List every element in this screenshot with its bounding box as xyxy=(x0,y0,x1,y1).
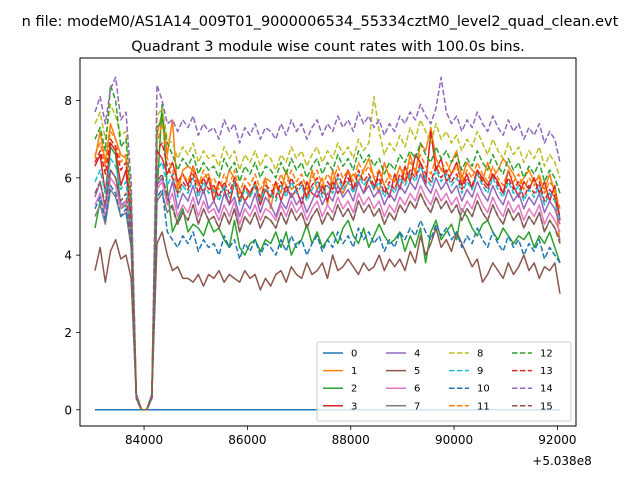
chart-title: Quadrant 3 module wise count rates with … xyxy=(131,39,525,55)
legend-label-11: 11 xyxy=(477,401,490,412)
legend-label-5: 5 xyxy=(414,366,420,377)
series-layer xyxy=(94,76,561,411)
series-line-15 xyxy=(94,169,561,411)
legend-label-10: 10 xyxy=(477,384,490,395)
series-line-14 xyxy=(94,76,561,411)
series-line-5 xyxy=(94,227,561,411)
series-line-8 xyxy=(94,95,561,411)
series-line-13 xyxy=(94,138,561,411)
legend-label-3: 3 xyxy=(351,401,357,412)
legend-label-0: 0 xyxy=(351,349,357,360)
legend-label-4: 4 xyxy=(414,349,420,360)
legend-box xyxy=(316,341,572,422)
y-tick-label: 8 xyxy=(64,94,72,108)
x-axis: 84000 86000 88000 90000 92000 xyxy=(125,426,576,447)
series-line-12 xyxy=(94,84,561,411)
y-tick-label: 0 xyxy=(64,403,72,417)
legend-label-14: 14 xyxy=(540,384,553,395)
series-line-11 xyxy=(94,122,561,411)
legend-label-8: 8 xyxy=(477,349,483,360)
x-tick-label: 92000 xyxy=(538,433,576,447)
y-tick-label: 2 xyxy=(64,326,72,340)
x-tick-label: 84000 xyxy=(125,433,163,447)
legend-label-2: 2 xyxy=(351,384,357,395)
x-tick-label: 86000 xyxy=(228,433,266,447)
series-line-3 xyxy=(94,130,561,411)
x-tick-label: 88000 xyxy=(332,433,370,447)
legend-label-12: 12 xyxy=(540,349,553,360)
legend-label-15: 15 xyxy=(540,401,553,412)
x-axis-offset-label: +5.038e8 xyxy=(532,454,591,468)
figure-suptitle: n file: modeM0/AS1A14_009T01_9000006534_… xyxy=(22,14,619,30)
legend-label-7: 7 xyxy=(414,401,420,412)
x-tick-label: 90000 xyxy=(435,433,473,447)
y-axis: 0 2 4 6 8 xyxy=(64,94,80,417)
series-line-6 xyxy=(94,177,561,411)
legend-label-1: 1 xyxy=(351,366,357,377)
series-line-10 xyxy=(94,184,561,411)
y-tick-label: 6 xyxy=(64,171,72,185)
series-line-4 xyxy=(94,169,561,411)
series-line-9 xyxy=(94,157,561,411)
legend-label-9: 9 xyxy=(477,366,483,377)
legend-label-13: 13 xyxy=(540,366,553,377)
plot-area-frame xyxy=(79,57,577,427)
y-tick-label: 4 xyxy=(64,249,72,263)
legend-label-6: 6 xyxy=(414,384,420,395)
